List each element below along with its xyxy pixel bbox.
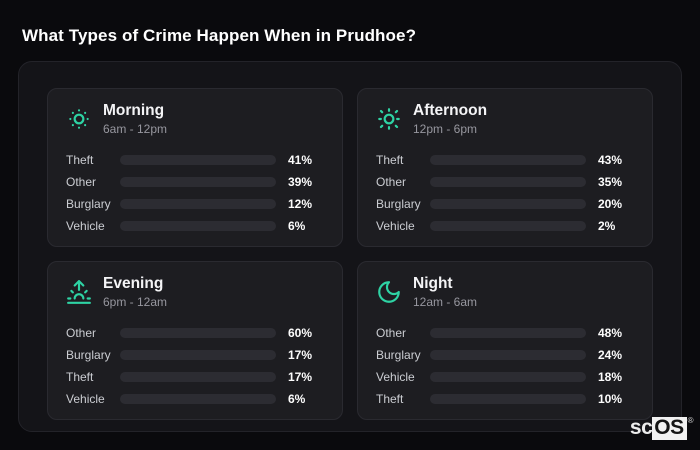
sunrise-icon xyxy=(66,279,92,305)
card-morning: Morning 6am - 12pm Theft 41% Other 39% B… xyxy=(47,88,343,247)
bar-label: Vehicle xyxy=(66,218,105,233)
bar-label: Vehicle xyxy=(66,391,105,406)
bar-value: 39% xyxy=(288,174,313,189)
bar-value: 17% xyxy=(288,369,313,384)
bar-value: 35% xyxy=(598,174,623,189)
bar-label: Other xyxy=(376,174,407,189)
bar-track xyxy=(430,154,586,165)
bar-value: 2% xyxy=(598,218,616,233)
page-title: What Types of Crime Happen When in Prudh… xyxy=(22,26,417,45)
bar-row: Vehicle 18% xyxy=(376,369,634,385)
bar-track xyxy=(430,198,586,209)
bar-track xyxy=(120,371,276,382)
bar-value: 24% xyxy=(598,347,623,362)
bar-value: 48% xyxy=(598,325,623,340)
bar-track xyxy=(120,349,276,360)
bar-row: Theft 10% xyxy=(376,391,634,407)
card-night-header: Night 12am - 6am xyxy=(376,275,634,309)
bar-row: Other 39% xyxy=(66,174,324,190)
bar-value: 17% xyxy=(288,347,313,362)
bar-track xyxy=(120,220,276,231)
bar-label: Theft xyxy=(66,369,94,384)
bar-track xyxy=(430,327,586,338)
bar-track xyxy=(120,198,276,209)
scos-logo-suffix: OS xyxy=(652,416,687,440)
bar-value: 12% xyxy=(288,196,313,211)
bar-value: 41% xyxy=(288,152,313,167)
card-afternoon-header: Afternoon 12pm - 6pm xyxy=(376,102,634,136)
bar-value: 6% xyxy=(288,391,306,406)
scos-logo: sc OS ® xyxy=(629,415,694,440)
card-time-range: 6pm - 12am xyxy=(103,294,168,309)
card-evening-header: Evening 6pm - 12am xyxy=(66,275,324,309)
bar-value: 43% xyxy=(598,152,623,167)
bar-row: Theft 17% xyxy=(66,369,324,385)
bar-value: 60% xyxy=(288,325,313,340)
bar-track xyxy=(120,154,276,165)
bar-row: Vehicle 6% xyxy=(66,218,324,234)
bar-row: Burglary 24% xyxy=(376,347,634,363)
crime-by-time-panel: Morning 6am - 12pm Theft 41% Other 39% B… xyxy=(18,61,682,432)
card-time-range: 6am - 12pm xyxy=(103,121,168,136)
card-time-range: 12pm - 6pm xyxy=(413,121,478,136)
bar-label: Burglary xyxy=(66,347,111,362)
bar-label: Burglary xyxy=(66,196,111,211)
card-title: Evening xyxy=(103,274,164,292)
bar-row: Theft 43% xyxy=(376,152,634,168)
registered-trademark-icon: ® xyxy=(687,415,694,425)
sun-dim-icon xyxy=(66,106,92,132)
bar-label: Theft xyxy=(376,391,404,406)
bar-value: 18% xyxy=(598,369,623,384)
card-title: Night xyxy=(413,274,453,292)
bar-row: Burglary 12% xyxy=(66,196,324,212)
bar-value: 10% xyxy=(598,391,623,406)
card-afternoon: Afternoon 12pm - 6pm Theft 43% Other 35%… xyxy=(357,88,653,247)
bar-track xyxy=(430,393,586,404)
bar-label: Theft xyxy=(66,152,94,167)
bar-track xyxy=(120,176,276,187)
card-evening: Evening 6pm - 12am Other 60% Burglary 17… xyxy=(47,260,343,420)
bar-row: Burglary 20% xyxy=(376,196,634,212)
card-night: Night 12am - 6am Other 48% Burglary 24% … xyxy=(357,260,653,420)
bar-label: Other xyxy=(376,325,407,340)
bar-label: Burglary xyxy=(376,196,421,211)
bar-label: Theft xyxy=(376,152,404,167)
card-title: Afternoon xyxy=(413,102,488,119)
bar-value: 6% xyxy=(288,218,306,233)
card-time-range: 12am - 6am xyxy=(413,294,478,309)
bar-row: Other 48% xyxy=(376,325,634,341)
bar-row: Other 60% xyxy=(66,325,324,341)
card-title: Morning xyxy=(103,102,165,119)
moon-icon xyxy=(376,279,402,305)
bar-track xyxy=(430,371,586,382)
bar-row: Vehicle 6% xyxy=(66,391,324,407)
bar-value: 20% xyxy=(598,196,623,211)
bar-track xyxy=(120,327,276,338)
sun-icon xyxy=(376,106,402,132)
bar-row: Other 35% xyxy=(376,174,634,190)
card-morning-header: Morning 6am - 12pm xyxy=(66,102,324,136)
bar-label: Burglary xyxy=(376,347,421,362)
bar-track xyxy=(120,393,276,404)
bar-label: Vehicle xyxy=(376,369,415,384)
bar-label: Vehicle xyxy=(376,218,415,233)
bar-row: Vehicle 2% xyxy=(376,218,634,234)
bar-track xyxy=(430,349,586,360)
scos-logo-prefix: sc xyxy=(629,415,653,439)
bar-row: Burglary 17% xyxy=(66,347,324,363)
bar-track xyxy=(430,176,586,187)
bar-label: Other xyxy=(66,325,97,340)
bar-label: Other xyxy=(66,174,97,189)
bar-row: Theft 41% xyxy=(66,152,324,168)
bar-track xyxy=(430,220,586,231)
